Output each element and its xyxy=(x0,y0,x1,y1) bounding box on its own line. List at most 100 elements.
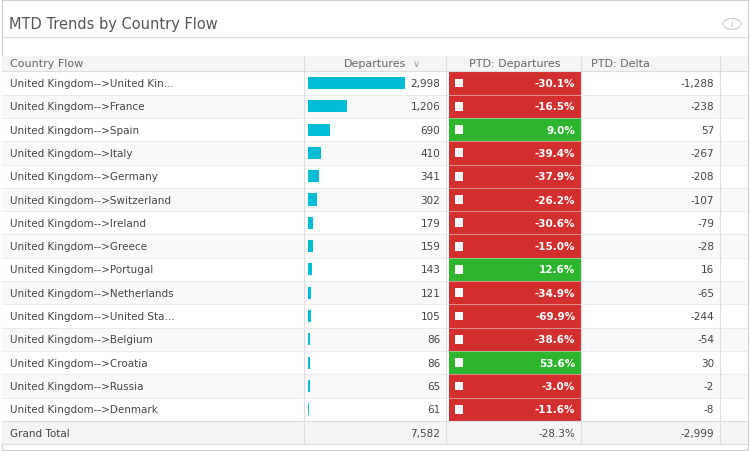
Text: United Kingdom-->Ireland: United Kingdom-->Ireland xyxy=(10,218,146,228)
FancyBboxPatch shape xyxy=(2,119,747,142)
FancyBboxPatch shape xyxy=(448,374,581,398)
FancyBboxPatch shape xyxy=(2,165,747,189)
Text: -1,288: -1,288 xyxy=(680,79,714,89)
FancyBboxPatch shape xyxy=(454,172,464,181)
FancyBboxPatch shape xyxy=(448,328,581,351)
Text: -34.9%: -34.9% xyxy=(535,288,575,298)
Text: United Kingdom-->Germany: United Kingdom-->Germany xyxy=(10,172,158,182)
Text: 12.6%: 12.6% xyxy=(539,265,575,275)
FancyBboxPatch shape xyxy=(308,194,317,206)
Text: -79: -79 xyxy=(697,218,714,228)
Text: United Kingdom-->France: United Kingdom-->France xyxy=(10,102,145,112)
Text: -244: -244 xyxy=(690,311,714,321)
Text: PTD: Delta: PTD: Delta xyxy=(591,59,650,69)
Text: PTD: Departures: PTD: Departures xyxy=(470,59,560,69)
FancyBboxPatch shape xyxy=(448,165,581,189)
Text: -267: -267 xyxy=(690,148,714,159)
FancyBboxPatch shape xyxy=(2,328,747,351)
Text: 86: 86 xyxy=(427,335,440,345)
FancyBboxPatch shape xyxy=(448,142,581,165)
FancyBboxPatch shape xyxy=(448,72,581,96)
FancyBboxPatch shape xyxy=(448,258,581,281)
FancyBboxPatch shape xyxy=(448,305,581,328)
Text: -11.6%: -11.6% xyxy=(535,405,575,414)
FancyBboxPatch shape xyxy=(308,78,405,90)
FancyBboxPatch shape xyxy=(2,281,747,305)
Text: -8: -8 xyxy=(704,405,714,414)
Text: i: i xyxy=(730,20,734,29)
FancyBboxPatch shape xyxy=(2,235,747,258)
Text: 16: 16 xyxy=(700,265,714,275)
Text: -30.6%: -30.6% xyxy=(535,218,575,228)
FancyBboxPatch shape xyxy=(448,281,581,305)
Text: -2,999: -2,999 xyxy=(680,428,714,437)
FancyBboxPatch shape xyxy=(308,287,311,299)
Text: United Kingdom-->Croatia: United Kingdom-->Croatia xyxy=(10,358,148,368)
Text: Departures: Departures xyxy=(344,59,406,69)
Text: 341: 341 xyxy=(420,172,440,182)
Text: 7,582: 7,582 xyxy=(410,428,440,437)
FancyBboxPatch shape xyxy=(308,171,319,183)
FancyBboxPatch shape xyxy=(308,403,310,415)
Text: -39.4%: -39.4% xyxy=(535,148,575,159)
FancyBboxPatch shape xyxy=(2,96,747,119)
Text: United Kingdom-->Belgium: United Kingdom-->Belgium xyxy=(10,335,153,345)
Text: 9.0%: 9.0% xyxy=(546,125,575,135)
Text: 1,206: 1,206 xyxy=(410,102,440,112)
Text: United Kingdom-->Portugal: United Kingdom-->Portugal xyxy=(10,265,154,275)
FancyBboxPatch shape xyxy=(2,189,747,212)
FancyBboxPatch shape xyxy=(2,142,747,165)
FancyBboxPatch shape xyxy=(454,126,464,135)
Text: United Kingdom-->Netherlands: United Kingdom-->Netherlands xyxy=(10,288,174,298)
FancyBboxPatch shape xyxy=(448,119,581,142)
Text: United Kingdom-->Italy: United Kingdom-->Italy xyxy=(10,148,133,159)
FancyBboxPatch shape xyxy=(308,264,312,276)
Text: United Kingdom-->Spain: United Kingdom-->Spain xyxy=(10,125,140,135)
FancyBboxPatch shape xyxy=(454,359,464,367)
FancyBboxPatch shape xyxy=(448,96,581,119)
FancyBboxPatch shape xyxy=(2,305,747,328)
Text: Grand Total: Grand Total xyxy=(10,428,70,437)
FancyBboxPatch shape xyxy=(308,240,313,253)
FancyBboxPatch shape xyxy=(308,124,330,136)
Text: 61: 61 xyxy=(427,405,440,414)
Text: -69.9%: -69.9% xyxy=(535,311,575,321)
FancyBboxPatch shape xyxy=(2,351,747,374)
Text: 105: 105 xyxy=(421,311,440,321)
FancyBboxPatch shape xyxy=(448,398,581,421)
FancyBboxPatch shape xyxy=(448,235,581,258)
Text: 143: 143 xyxy=(420,265,440,275)
FancyBboxPatch shape xyxy=(454,103,464,111)
FancyBboxPatch shape xyxy=(308,380,310,392)
FancyBboxPatch shape xyxy=(448,212,581,235)
Text: United Kingdom-->Switzerland: United Kingdom-->Switzerland xyxy=(10,195,172,205)
Text: 410: 410 xyxy=(421,148,440,159)
Text: 86: 86 xyxy=(427,358,440,368)
Text: 65: 65 xyxy=(427,381,440,391)
Text: -208: -208 xyxy=(691,172,714,182)
Text: -107: -107 xyxy=(691,195,714,205)
Text: 159: 159 xyxy=(420,242,440,252)
Text: United Kingdom-->Greece: United Kingdom-->Greece xyxy=(10,242,148,252)
Text: 302: 302 xyxy=(421,195,440,205)
FancyBboxPatch shape xyxy=(2,212,747,235)
FancyBboxPatch shape xyxy=(308,334,310,345)
FancyBboxPatch shape xyxy=(454,219,464,228)
FancyBboxPatch shape xyxy=(454,149,464,158)
Text: 2,998: 2,998 xyxy=(410,79,440,89)
FancyBboxPatch shape xyxy=(308,217,314,230)
Text: -54: -54 xyxy=(697,335,714,345)
FancyBboxPatch shape xyxy=(308,101,347,113)
Text: United Kingdom-->Denmark: United Kingdom-->Denmark xyxy=(10,405,158,414)
FancyBboxPatch shape xyxy=(2,258,747,281)
Text: -37.9%: -37.9% xyxy=(535,172,575,182)
FancyBboxPatch shape xyxy=(454,335,464,344)
Text: -16.5%: -16.5% xyxy=(535,102,575,112)
FancyBboxPatch shape xyxy=(454,405,464,414)
FancyBboxPatch shape xyxy=(2,72,747,96)
FancyBboxPatch shape xyxy=(2,374,747,398)
FancyBboxPatch shape xyxy=(454,382,464,391)
Text: Country Flow: Country Flow xyxy=(10,59,84,69)
FancyBboxPatch shape xyxy=(454,289,464,298)
Text: 179: 179 xyxy=(420,218,440,228)
